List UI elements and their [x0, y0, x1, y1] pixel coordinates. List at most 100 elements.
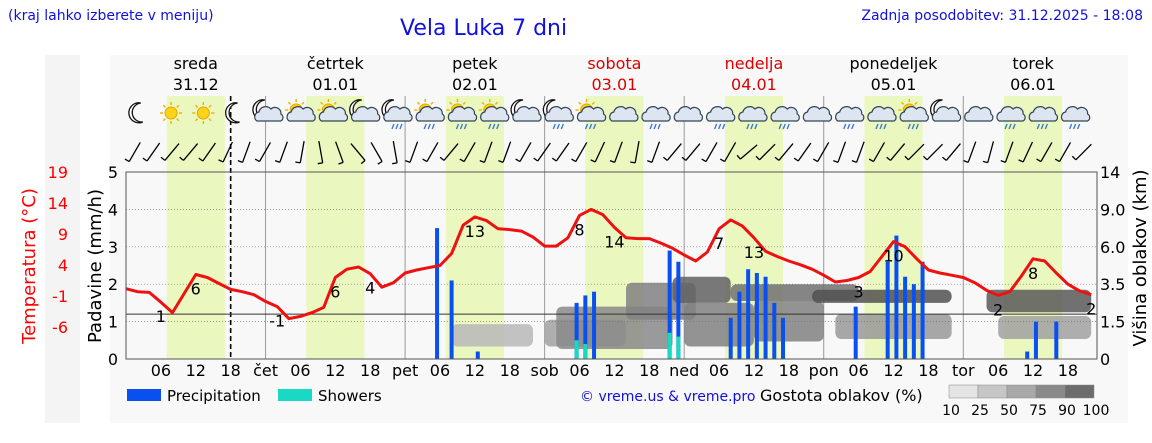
- precip-bar: [449, 280, 454, 359]
- day-date: 06.01: [1010, 75, 1056, 94]
- cloud-density-tick: 10: [942, 403, 960, 419]
- wind-barb: [774, 143, 794, 161]
- precip-tick: 1: [108, 313, 118, 332]
- left-axis-strip: [45, 55, 80, 423]
- day-name: sreda: [174, 54, 218, 73]
- showers-legend-label: Showers: [318, 387, 382, 405]
- page-title: Vela Luka 7 dni: [400, 16, 568, 41]
- wind-barb: [317, 141, 324, 165]
- precip-bar: [894, 235, 899, 359]
- cloud-rain-icon: [705, 106, 736, 130]
- x-tick: čet: [253, 361, 278, 380]
- x-tick: 12: [744, 361, 764, 380]
- cloud-cell: [753, 301, 824, 342]
- wind-barb: [719, 142, 737, 163]
- cloud-height-tick: 9.0: [1100, 200, 1125, 219]
- cloud-rain-icon: [996, 106, 1026, 130]
- wind-barb: [701, 142, 718, 163]
- cloud-cell: [998, 315, 1092, 340]
- wind-barb: [254, 142, 272, 163]
- wind-barb: [160, 143, 180, 161]
- wind-barb: [1000, 141, 1014, 163]
- x-tick: 06: [848, 361, 868, 380]
- cloud-density-swatch: [1006, 384, 1037, 399]
- shower-bar: [667, 332, 672, 359]
- cloud-density-tick: 90: [1058, 403, 1076, 419]
- temperature-label: 13: [465, 222, 485, 241]
- cloud-rain-icon: [867, 106, 897, 130]
- wind-barb: [647, 141, 661, 163]
- precip-bar: [920, 261, 925, 359]
- day-name: sobota: [587, 54, 641, 73]
- x-tick: 06: [988, 361, 1008, 380]
- wind-barb: [851, 141, 865, 163]
- x-tick: ned: [669, 361, 699, 380]
- temperature-label: 3: [854, 282, 864, 301]
- precip-bar: [435, 228, 440, 359]
- precip-bar: [754, 272, 759, 359]
- wind-barb: [179, 143, 199, 161]
- day-name: petek: [452, 54, 498, 73]
- day-date: 04.01: [731, 75, 777, 94]
- wind-barb: [609, 141, 623, 163]
- precip-bar: [592, 291, 597, 359]
- wind-barb: [392, 141, 398, 165]
- cloud-density-title: Gostota oblakov (%): [760, 386, 923, 405]
- wind-barb: [886, 143, 906, 161]
- wind-barb: [198, 142, 216, 162]
- temperature-label: 14: [604, 232, 624, 251]
- x-tick: 12: [1023, 361, 1043, 380]
- cloud-rain-icon: [1028, 106, 1058, 130]
- day-date: 01.01: [312, 75, 358, 94]
- shower-bar: [583, 344, 588, 359]
- moon-cloud-icon: [252, 99, 284, 122]
- cloud-rain-icon: [835, 106, 865, 130]
- wind-barb: [459, 142, 476, 163]
- wind-barb: [237, 141, 251, 163]
- temperature-axis-label: Temperatura (°C): [19, 188, 40, 345]
- wind-barb: [350, 143, 366, 165]
- showers-swatch: [278, 389, 312, 401]
- moon-cloud-icon: [510, 99, 542, 122]
- cloud-cell: [672, 276, 731, 303]
- wind-barb: [1036, 142, 1053, 163]
- x-tick: 18: [1058, 361, 1078, 380]
- wind-barb: [571, 142, 588, 163]
- wind-barb: [590, 141, 606, 163]
- wind-barb: [1018, 141, 1034, 163]
- x-tick: 18: [500, 361, 520, 380]
- x-tick: 18: [639, 361, 659, 380]
- wind-barb: [218, 141, 233, 163]
- temperature-label: 8: [1028, 264, 1038, 283]
- cloud-density-swatch: [948, 384, 979, 399]
- temperature-label: -1: [269, 312, 285, 331]
- x-tick: sob: [530, 361, 558, 380]
- wind-barb: [479, 141, 493, 163]
- cloud-density-tick: 50: [1000, 403, 1018, 419]
- cloud-density-swatch: [1064, 384, 1095, 399]
- precip-bar: [763, 276, 768, 359]
- precip-bar: [746, 269, 751, 359]
- temperature-tick: -6: [52, 318, 68, 337]
- x-tick: 06: [569, 361, 589, 380]
- wind-barb: [370, 142, 383, 165]
- wind-barb: [439, 143, 459, 161]
- wind-barb: [533, 142, 551, 162]
- wind-barb: [681, 143, 701, 161]
- sun-cloud-icon: [285, 99, 316, 122]
- wind-barb: [982, 141, 995, 164]
- precip-tick: 3: [108, 238, 118, 257]
- temperature-label: 10: [883, 247, 903, 266]
- cloud-cell: [812, 289, 952, 303]
- x-tick: 18: [779, 361, 799, 380]
- day-name: četrtek: [307, 54, 365, 73]
- wind-barb: [1054, 142, 1072, 163]
- daytime-band: [306, 96, 365, 359]
- temperature-label: 2: [1086, 300, 1096, 319]
- sun-cloud-rain-icon: [414, 99, 445, 130]
- day-name: ponedeljek: [850, 54, 939, 73]
- precip-bar: [574, 302, 579, 359]
- location-hint-link[interactable]: (kraj lahko izberete v meniju): [8, 8, 214, 24]
- cloud-cell: [684, 302, 754, 347]
